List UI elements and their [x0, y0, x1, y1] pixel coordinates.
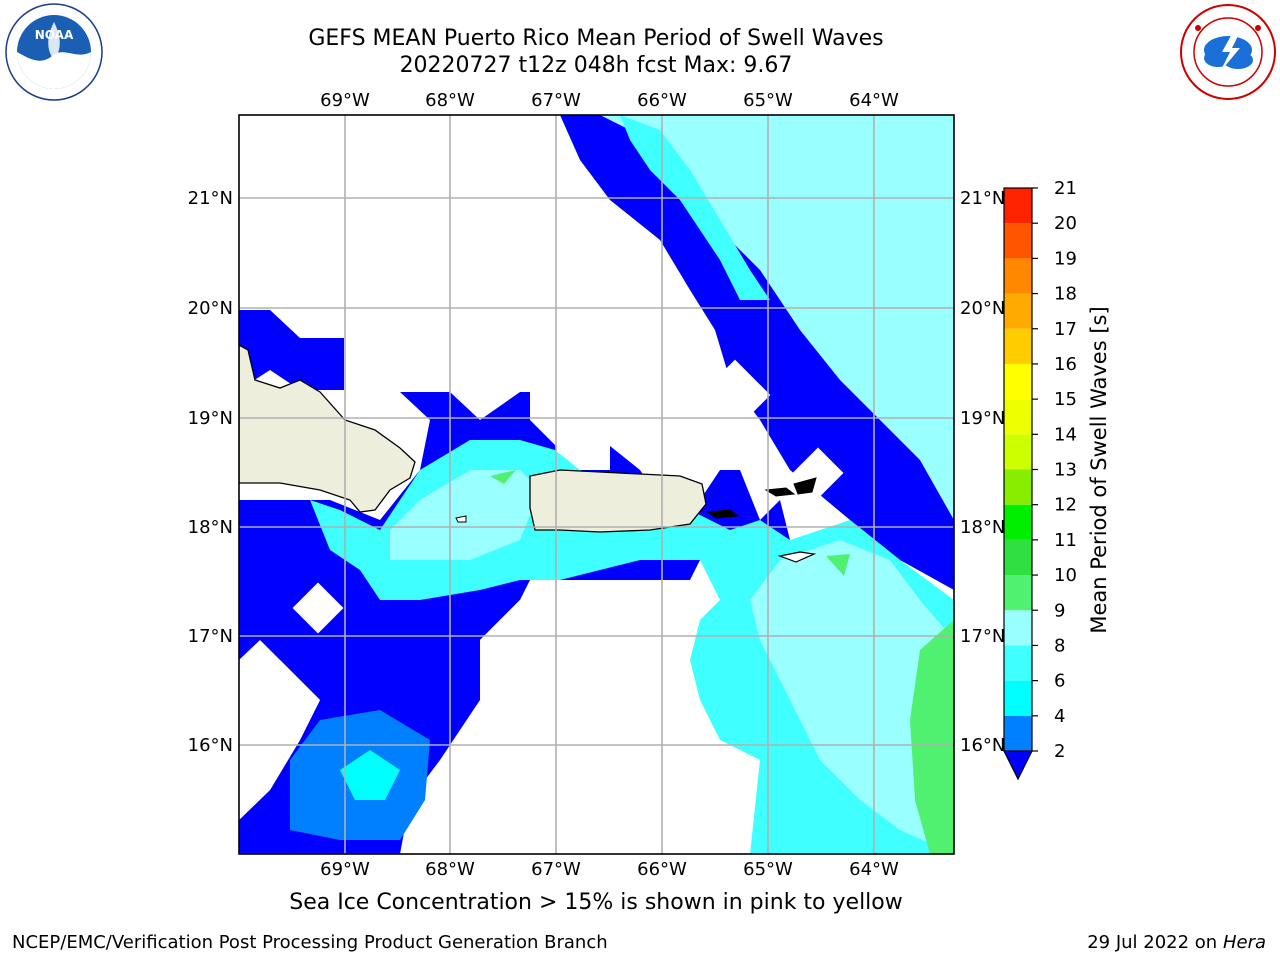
- swell-region-southeast-light: [750, 540, 954, 854]
- no-data-region-south: [480, 580, 690, 745]
- colorbar-tick-label: 9: [1054, 600, 1065, 621]
- colorbar-tick-label: 15: [1054, 389, 1077, 410]
- land-st-croix: [777, 551, 817, 563]
- colorbar-tick-label: 4: [1054, 706, 1065, 727]
- lon-label-bottom: 64°W: [849, 859, 899, 880]
- lon-label-bottom: 66°W: [637, 859, 687, 880]
- no-data-square-southwest: [292, 582, 344, 634]
- chart-title: GEFS MEAN Puerto Rico Mean Period of Swe…: [308, 26, 884, 51]
- footer-date: 29 Jul 2022 on Hera: [1087, 932, 1266, 953]
- swell-spot-green-2: [826, 554, 850, 576]
- lon-label-bottom: 65°W: [743, 859, 793, 880]
- lon-label-top: 67°W: [531, 90, 581, 111]
- lon-labels-top: 69°W 68°W 67°W 66°W 65°W 64°W: [320, 90, 899, 111]
- footer-host: Hera: [1222, 932, 1266, 953]
- lat-label-right: 17°N: [960, 626, 1005, 647]
- no-data-region-southwest: [239, 640, 320, 820]
- lon-label-bottom: 68°W: [425, 859, 475, 880]
- colorbar-segment: [1004, 399, 1032, 435]
- lat-label-left: 19°N: [188, 408, 233, 429]
- colorbar-segment: [1004, 715, 1032, 751]
- lon-label-bottom: 67°W: [531, 859, 581, 880]
- colorbar-tick-label: 20: [1054, 213, 1077, 234]
- lon-label-bottom: 69°W: [320, 859, 370, 880]
- map-gridlines: [239, 115, 954, 854]
- colorbar-tick-label: 14: [1054, 424, 1077, 445]
- colorbar-tick-label: 13: [1054, 460, 1077, 481]
- land-mona: [455, 515, 467, 523]
- colorbar-segment: [1004, 434, 1032, 470]
- colorbar-segment: [1004, 188, 1032, 224]
- colorbar-tick-label: 21: [1054, 178, 1077, 199]
- colorbar-segment: [1004, 680, 1032, 716]
- colorbar-segment: [1004, 223, 1032, 259]
- lat-label-left: 17°N: [188, 626, 233, 647]
- lon-label-top: 65°W: [743, 90, 793, 111]
- lat-label-right: 20°N: [960, 298, 1005, 319]
- colorbar-tick-label: 11: [1054, 530, 1077, 551]
- colorbar-segment: [1004, 258, 1032, 294]
- lat-label-left: 20°N: [188, 298, 233, 319]
- land-virgin-islands: [764, 477, 817, 497]
- nws-logo: [1180, 4, 1276, 100]
- colorbar-label: Mean Period of Swell Waves [s]: [1087, 306, 1111, 633]
- lat-label-left: 21°N: [188, 188, 233, 209]
- colorbar-tick-label: 19: [1054, 248, 1077, 269]
- footer-date-text: 29 Jul 2022 on: [1087, 932, 1218, 953]
- colorbar-segment: [1004, 575, 1032, 611]
- colorbar-tick-label: 16: [1054, 354, 1077, 375]
- lon-label-top: 69°W: [320, 90, 370, 111]
- lon-label-top: 66°W: [637, 90, 687, 111]
- credit-text: NCEP/EMC/Verification Post Processing Pr…: [12, 932, 608, 953]
- lat-labels-right: 21°N 20°N 19°N 18°N 17°N 16°N: [960, 188, 1005, 756]
- no-data-square-northeast: [699, 359, 771, 431]
- colorbar-segment: [1004, 645, 1032, 681]
- colorbar-segment: [1004, 469, 1032, 505]
- lat-label-right: 21°N: [960, 188, 1005, 209]
- colorbar-segment: [1004, 293, 1032, 329]
- sea-ice-note: Sea Ice Concentration > 15% is shown in …: [289, 890, 903, 915]
- lon-label-top: 64°W: [849, 90, 899, 111]
- swell-region-southwest-cyan: [340, 750, 400, 800]
- swell-band-northeast-blue: [560, 115, 954, 590]
- colorbar-tick-label: 6: [1054, 671, 1065, 692]
- chart-subtitle-forecast: 20220727 t12z 048h fcst Max: 9.67: [399, 53, 793, 78]
- colorbar: 2 4 6 8 9 10 11 12 13 14 15 16 17 18 19 20 21: [1003, 178, 1077, 781]
- swell-region-northeast: [600, 115, 954, 520]
- lat-label-right: 16°N: [960, 735, 1005, 756]
- colorbar-segment: [1004, 363, 1032, 400]
- swell-band-northeast-cyan: [620, 115, 770, 300]
- map-field: [239, 115, 954, 854]
- lat-label-left: 16°N: [188, 735, 233, 756]
- lat-labels-left: 21°N 20°N 19°N 18°N 17°N 16°N: [188, 188, 233, 756]
- lon-label-top: 68°W: [425, 90, 475, 111]
- colorbar-segment: [1004, 539, 1032, 576]
- colorbar-extend-min: [1003, 750, 1033, 781]
- noaa-logo-text: NOAA: [35, 28, 74, 42]
- colorbar-tick-label: 17: [1054, 319, 1077, 340]
- swell-region-south-pr-light: [390, 470, 540, 560]
- colorbar-segment: [1004, 504, 1032, 540]
- swell-spot-green: [490, 470, 516, 484]
- colorbar-tick-label: 10: [1054, 565, 1077, 586]
- colorbar-tick-label: 12: [1054, 495, 1077, 516]
- colorbar-segment: [1004, 328, 1032, 364]
- lat-label-right: 18°N: [960, 517, 1005, 538]
- swell-region-southeast-green: [910, 620, 954, 854]
- lon-labels-bottom: 69°W 68°W 67°W 66°W 65°W 64°W: [320, 859, 899, 880]
- lat-label-left: 18°N: [188, 517, 233, 538]
- map-frame: [238, 114, 955, 855]
- colorbar-tick-label: 18: [1054, 284, 1077, 305]
- colorbar-tick-label: 8: [1054, 635, 1065, 656]
- land-vieques: [706, 509, 740, 519]
- lat-label-right: 19°N: [960, 408, 1005, 429]
- colorbar-tick-label: 2: [1054, 741, 1065, 762]
- land-hispaniola: [239, 344, 416, 513]
- colorbar-segment: [1004, 610, 1032, 646]
- noaa-logo: NOAA: [5, 3, 103, 101]
